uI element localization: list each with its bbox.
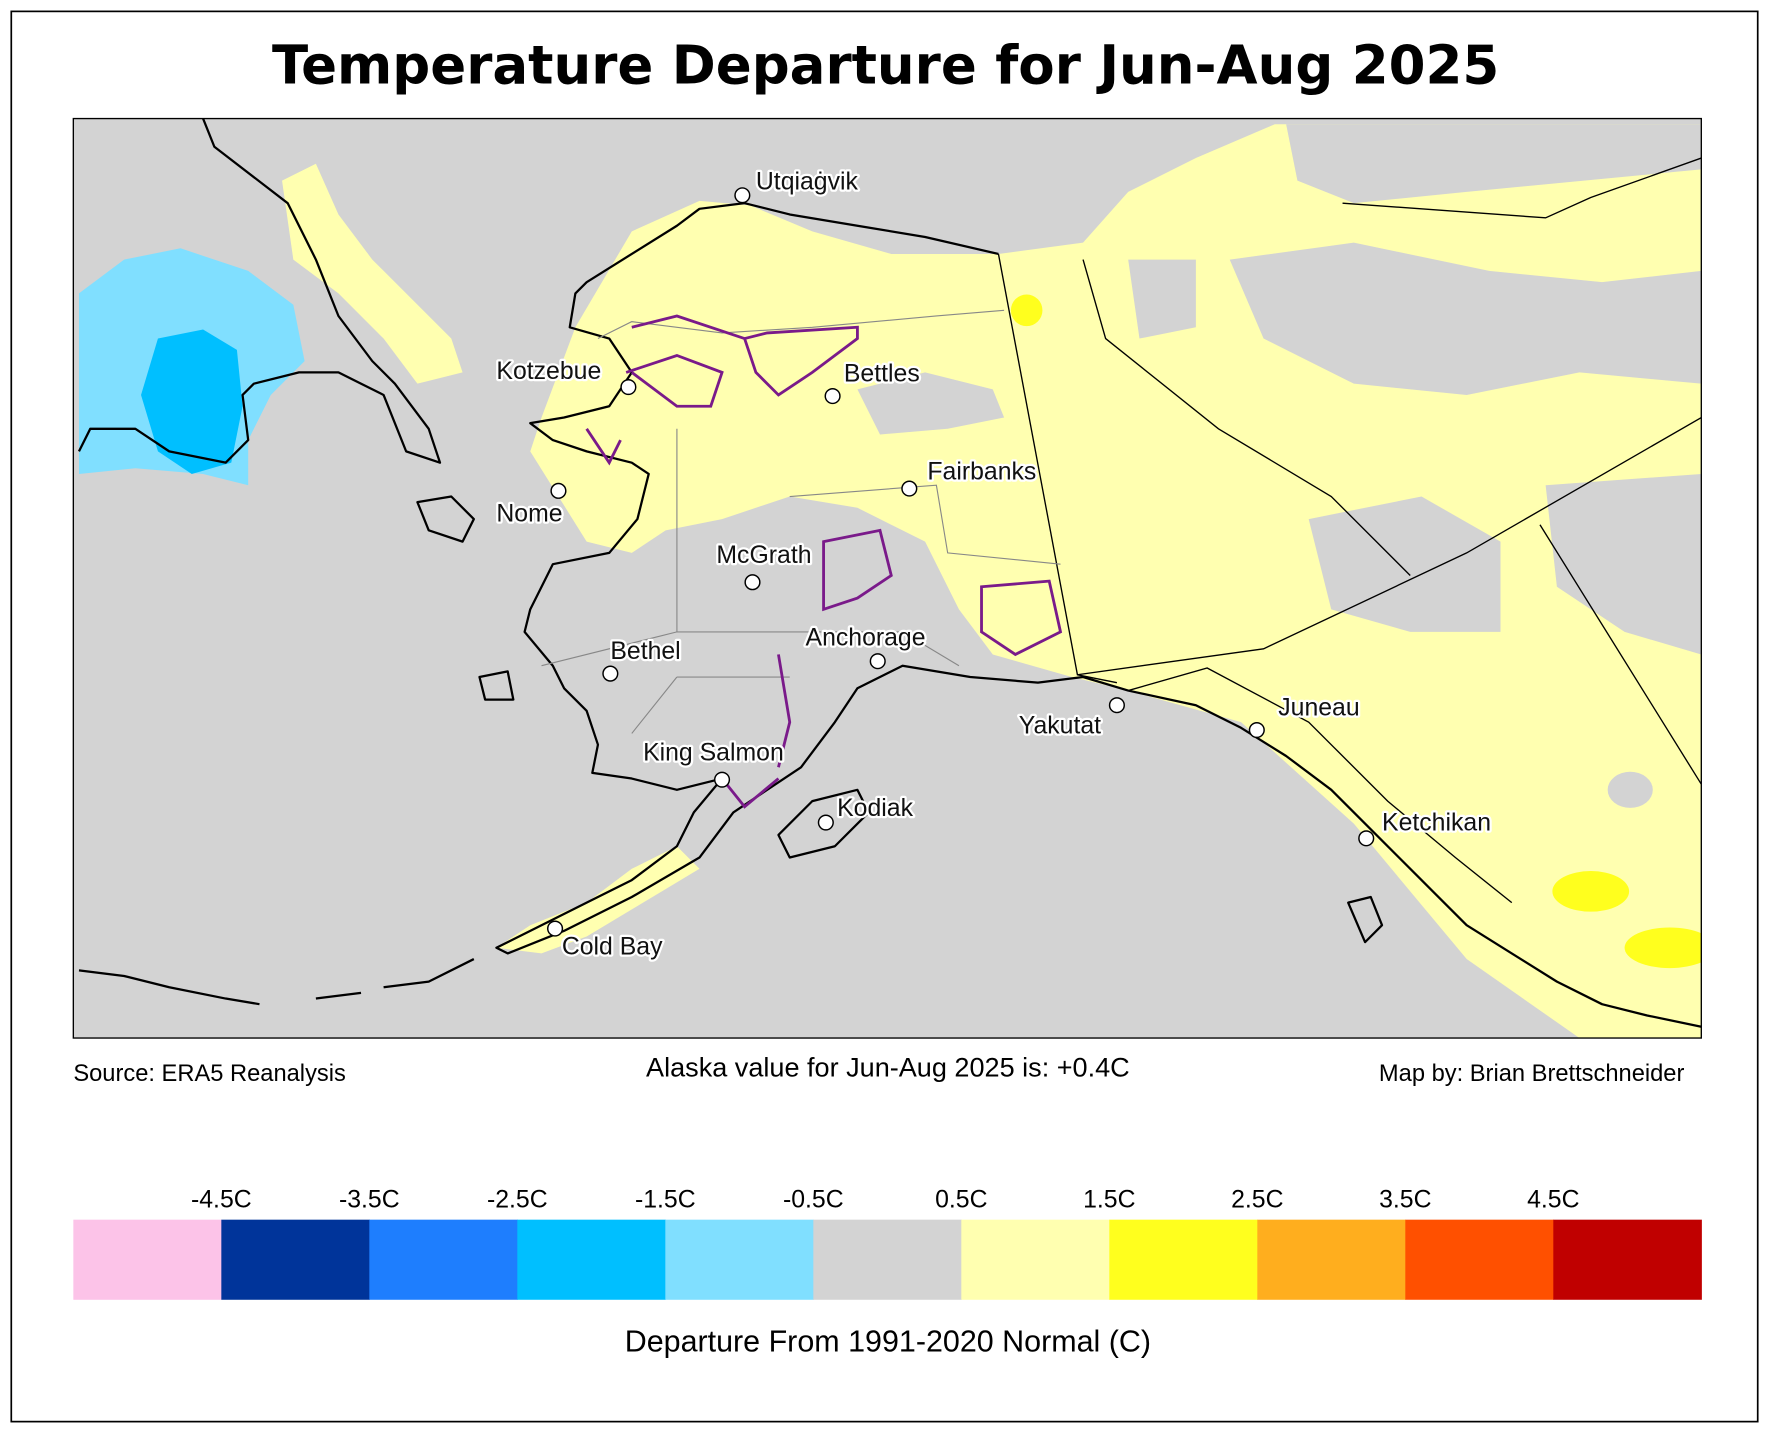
island (777, 788, 870, 859)
city-layer: Utqiaġvik Kotzebue Bettles Fairbanks Nome McG… (494, 166, 1493, 962)
map-frame (72, 117, 1702, 1039)
city-label: Yakutat (1019, 712, 1101, 739)
color-legend: -4.5C -3.5C -2.5C -1.5C -0.5C 0.5C 1.5C 2.5C 3.5… (73, 1186, 1702, 1300)
city-marker (1108, 697, 1125, 714)
near-normal-area (1128, 259, 1196, 339)
city-marker (824, 388, 841, 405)
city-label: Kotzebue (496, 358, 601, 385)
city-marker (620, 379, 637, 396)
near-normal-area (1229, 242, 1702, 395)
city-label: Anchorage (806, 624, 926, 651)
legend-swatch (1109, 1219, 1258, 1300)
city-label: Fairbanks (927, 459, 1036, 486)
city-label: Ketchikan (1382, 809, 1491, 836)
city-marker (1358, 830, 1375, 847)
hot-area (1624, 927, 1702, 969)
near-normal-area (1308, 496, 1501, 632)
census-area-border (541, 309, 1061, 734)
city-label: Bettles (844, 360, 920, 387)
legend-swatch (961, 1219, 1110, 1300)
city-marker (869, 653, 886, 670)
near-normal-area (1607, 771, 1653, 808)
legend-tick-label: 1.5C (1083, 1186, 1135, 1213)
province-border (1077, 157, 1702, 785)
city-marker (744, 574, 761, 591)
legend-swatch (517, 1219, 666, 1300)
near-normal-area (1545, 473, 1702, 655)
protected-area-border (585, 314, 1063, 809)
city-marker (1248, 721, 1265, 739)
map-credit: Map by: Brian Brettschneider (1379, 1061, 1685, 1087)
map-title: Temperature Departure for Jun-Aug 2025 (272, 35, 1499, 97)
city-marker (547, 920, 564, 937)
city-label: Bethel (610, 638, 680, 665)
island (416, 495, 475, 543)
city-label: Juneau (1278, 694, 1359, 721)
island (1347, 895, 1384, 944)
legend-tick-label: -0.5C (783, 1186, 844, 1213)
source-note: Source: ERA5 Reanalysis (73, 1061, 346, 1087)
legend-swatch (1257, 1219, 1406, 1300)
statewide-value: Alaska value for Jun-Aug 2025 is: +0.4C (646, 1051, 1130, 1082)
legend-swatch (73, 1219, 222, 1300)
cold-area (141, 329, 243, 474)
city-marker (602, 665, 619, 682)
city-marker (817, 814, 834, 831)
island-chain (78, 958, 475, 1006)
city-marker (901, 480, 918, 497)
city-marker (734, 187, 751, 204)
legend-swatch (221, 1219, 370, 1300)
legend-swatch (1553, 1219, 1702, 1300)
warm-area (282, 163, 463, 384)
legend-swatch (1405, 1219, 1554, 1300)
legend-tick-label: 2.5C (1231, 1186, 1283, 1213)
legend-swatch (369, 1219, 518, 1300)
legend-swatch (665, 1219, 814, 1300)
city-label: King Salmon (643, 739, 784, 766)
map-area (73, 118, 1702, 1039)
legend-tick-label: -2.5C (487, 1186, 548, 1213)
city-label: McGrath (716, 542, 811, 569)
legend-title: Departure From 1991-2020 Normal (C) (625, 1325, 1151, 1359)
legend-swatch (813, 1219, 962, 1300)
legend-tick-label: -4.5C (191, 1186, 252, 1213)
warm-area (496, 846, 700, 954)
legend-tick-label: -1.5C (635, 1186, 696, 1213)
near-normal-area (857, 372, 1005, 435)
legend-tick-label: 3.5C (1379, 1186, 1431, 1213)
city-label: Utqiaġvik (756, 169, 859, 196)
island (478, 670, 515, 701)
city-marker (550, 482, 567, 499)
legend-tick-label: 4.5C (1527, 1186, 1579, 1213)
coastline (77, 118, 442, 464)
city-marker (713, 771, 731, 788)
legend-tick-label: 0.5C (935, 1186, 987, 1213)
city-label: Nome (496, 500, 562, 527)
city-label: Cold Bay (562, 934, 663, 961)
city-label: Kodiak (837, 795, 913, 822)
hot-area (1552, 871, 1630, 912)
hot-area (1010, 294, 1043, 327)
near-normal-area (1286, 124, 1702, 204)
legend-tick-label: -3.5C (339, 1186, 400, 1213)
